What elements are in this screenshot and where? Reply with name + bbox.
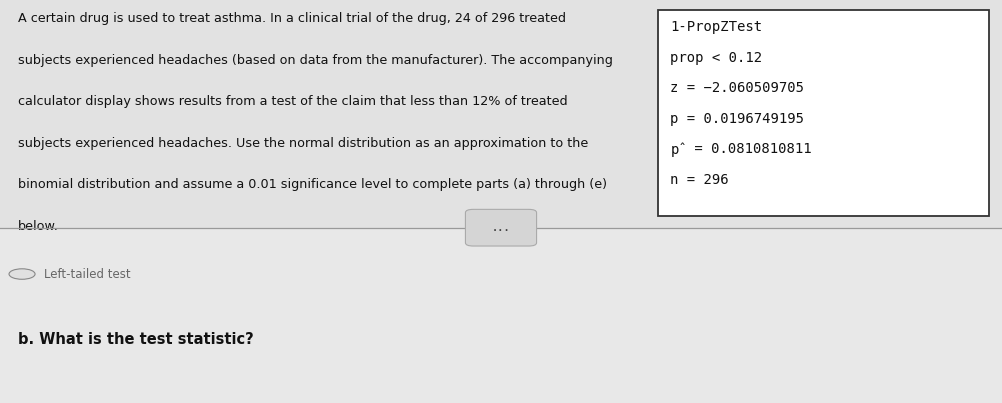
Text: subjects experienced headaches. Use the normal distribution as an approximation : subjects experienced headaches. Use the …	[18, 137, 588, 150]
Text: n = 296: n = 296	[670, 173, 729, 187]
Text: prop < 0.12: prop < 0.12	[670, 51, 763, 65]
Text: A certain drug is used to treat asthma. In a clinical trial of the drug, 24 of 2: A certain drug is used to treat asthma. …	[18, 12, 566, 25]
Circle shape	[9, 269, 35, 279]
Text: p = 0.0196749195: p = 0.0196749195	[670, 112, 805, 126]
Text: z = −2.060509705: z = −2.060509705	[670, 81, 805, 95]
Text: calculator display shows results from a test of the claim that less than 12% of : calculator display shows results from a …	[18, 95, 568, 108]
Bar	[0, 0, 1002, 228]
Bar	[658, 10, 989, 216]
FancyBboxPatch shape	[465, 210, 537, 246]
Bar	[0, 228, 1002, 403]
Text: ...: ...	[492, 223, 510, 233]
Text: binomial distribution and assume a 0.01 significance level to complete parts (a): binomial distribution and assume a 0.01 …	[18, 178, 607, 191]
Text: subjects experienced headaches (based on data from the manufacturer). The accomp: subjects experienced headaches (based on…	[18, 54, 613, 66]
Text: 1-PropZTest: 1-PropZTest	[670, 20, 763, 34]
Text: Left-tailed test: Left-tailed test	[44, 268, 130, 280]
Text: below.: below.	[18, 220, 59, 233]
Text: b. What is the test statistic?: b. What is the test statistic?	[18, 332, 254, 347]
Text: p̂: p̂	[670, 142, 687, 157]
Text: = 0.0810810811: = 0.0810810811	[686, 142, 812, 156]
